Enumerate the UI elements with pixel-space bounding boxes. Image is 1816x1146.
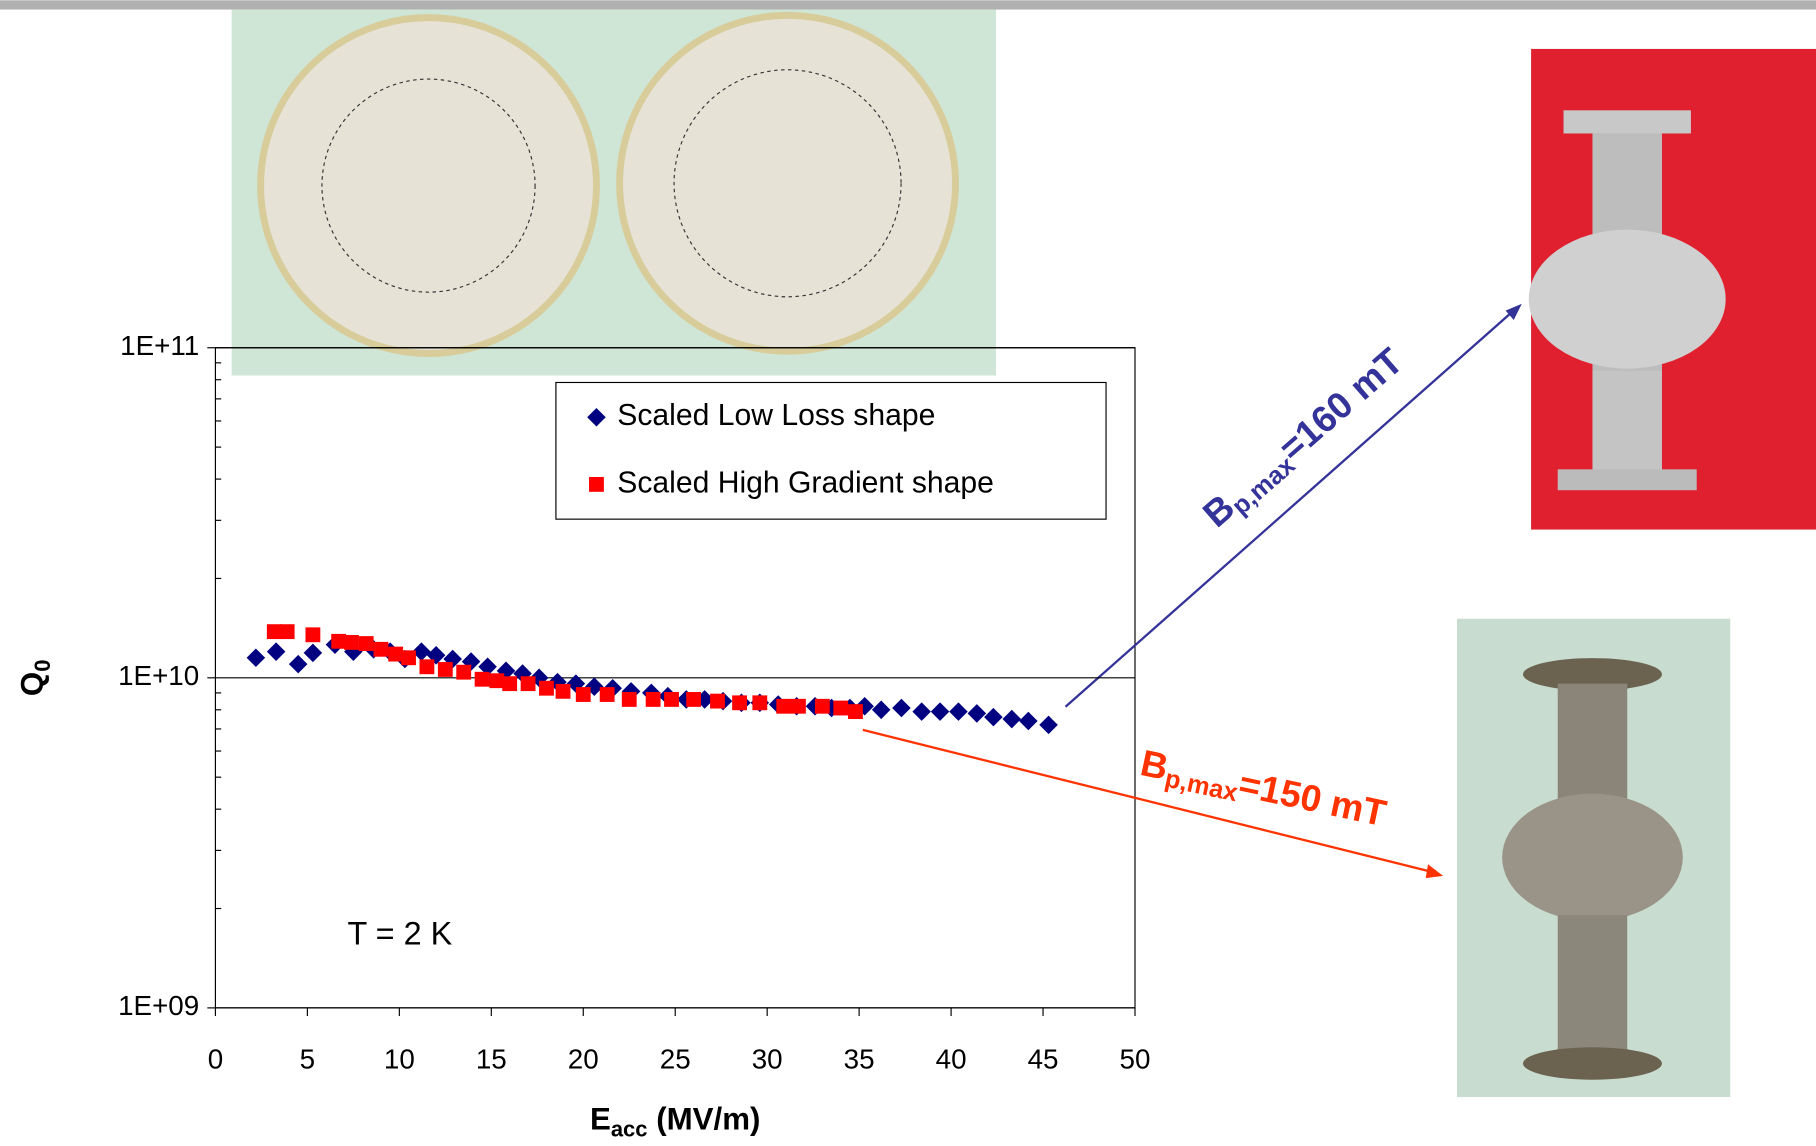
data-point — [331, 633, 347, 649]
legend-label: Scaled High Gradient shape — [617, 466, 994, 499]
x-tick-label: 25 — [660, 1044, 691, 1075]
data-point — [474, 671, 490, 687]
data-point — [776, 698, 792, 714]
data-point — [266, 624, 282, 640]
data-point — [1019, 711, 1038, 731]
x-tick-label: 0 — [208, 1044, 223, 1075]
data-point — [833, 700, 849, 716]
cavity-photo-red — [1528, 48, 1816, 530]
legend-label: Scaled Low Loss shape — [617, 399, 935, 432]
x-tick-label: 5 — [300, 1044, 315, 1075]
cavity-photo-green — [1456, 618, 1731, 1098]
data-point — [752, 695, 768, 711]
data-point — [710, 693, 725, 709]
arrow-head — [1425, 864, 1444, 879]
data-point — [419, 659, 435, 675]
data-point — [539, 680, 554, 696]
data-point — [373, 641, 389, 657]
data-point — [791, 698, 806, 714]
x-label-sub: acc — [611, 1116, 648, 1141]
arrow-head — [1505, 303, 1522, 320]
top-bar — [0, 0, 1816, 10]
legend-marker — [587, 407, 606, 427]
data-point — [489, 673, 505, 689]
bpmax-rest: =160 mT — [1270, 339, 1411, 469]
data-point — [303, 643, 323, 663]
x-tick-label: 45 — [1028, 1044, 1059, 1075]
temperature-note: T = 2 K — [347, 916, 452, 952]
arrow-160 — [1064, 308, 1516, 708]
x-tick-label: 15 — [476, 1044, 507, 1075]
data-point — [305, 627, 321, 643]
data-point — [502, 676, 518, 692]
data-point — [732, 695, 747, 711]
x-tick-label: 30 — [752, 1044, 783, 1075]
data-point — [520, 676, 536, 692]
y-label-main: Q — [15, 672, 50, 696]
data-point — [1039, 715, 1058, 735]
data-point — [388, 646, 404, 662]
data-point — [848, 704, 863, 720]
x-tick-label: 40 — [936, 1044, 967, 1075]
data-point — [575, 687, 591, 702]
data-point — [814, 698, 830, 714]
data-point — [246, 648, 266, 668]
data-point — [288, 654, 308, 674]
y-tick-label: 1E+10 — [118, 660, 199, 691]
x-tick-label: 10 — [384, 1044, 415, 1075]
data-point — [412, 642, 431, 661]
x-tick-label: 35 — [844, 1044, 875, 1075]
arrow-150 — [862, 728, 1435, 874]
data-point — [344, 635, 359, 650]
y-tick-label: 1E+11 — [120, 330, 199, 361]
data-point — [686, 692, 702, 707]
data-point — [478, 657, 497, 677]
x-tick-label: 50 — [1120, 1044, 1151, 1075]
bpmax-160: Bp,max=160 mT — [1194, 339, 1413, 538]
x-axis-label: Eacc (MV/m) — [590, 1102, 760, 1142]
legend: Scaled Low Loss shape Scaled High Gradien… — [555, 381, 1107, 520]
data-point — [1002, 709, 1022, 729]
bpmax-sub: p,max — [1162, 764, 1240, 807]
legend-marker — [589, 476, 604, 492]
data-point — [949, 702, 968, 721]
data-point — [892, 698, 911, 718]
x-tick-label: 20 — [568, 1044, 599, 1075]
legend-box — [555, 381, 1107, 520]
y-label-sub: 0 — [30, 660, 55, 672]
disc-photo — [231, 9, 997, 376]
data-point — [645, 692, 661, 707]
x-label-main: E — [590, 1102, 611, 1137]
data-point — [358, 636, 374, 651]
bpmax-rest: =150 mT — [1235, 762, 1390, 834]
data-point — [621, 692, 637, 707]
bpmax-150: Bp,max=150 mT — [1136, 741, 1390, 838]
data-point — [401, 650, 416, 666]
data-point — [279, 624, 295, 640]
data-point — [967, 704, 987, 723]
data-point — [912, 702, 931, 721]
data-point — [599, 687, 615, 702]
data-point — [984, 707, 1003, 727]
data-point — [456, 664, 472, 680]
x-label-rest: (MV/m) — [648, 1102, 761, 1137]
data-point — [871, 700, 891, 720]
data-point — [930, 702, 950, 721]
y-tick-label: 1E+09 — [118, 990, 199, 1021]
data-point — [437, 662, 453, 677]
data-point — [664, 692, 679, 707]
data-point — [266, 642, 286, 661]
data-point — [555, 683, 571, 699]
y-axis-label: Q0 — [15, 660, 55, 697]
